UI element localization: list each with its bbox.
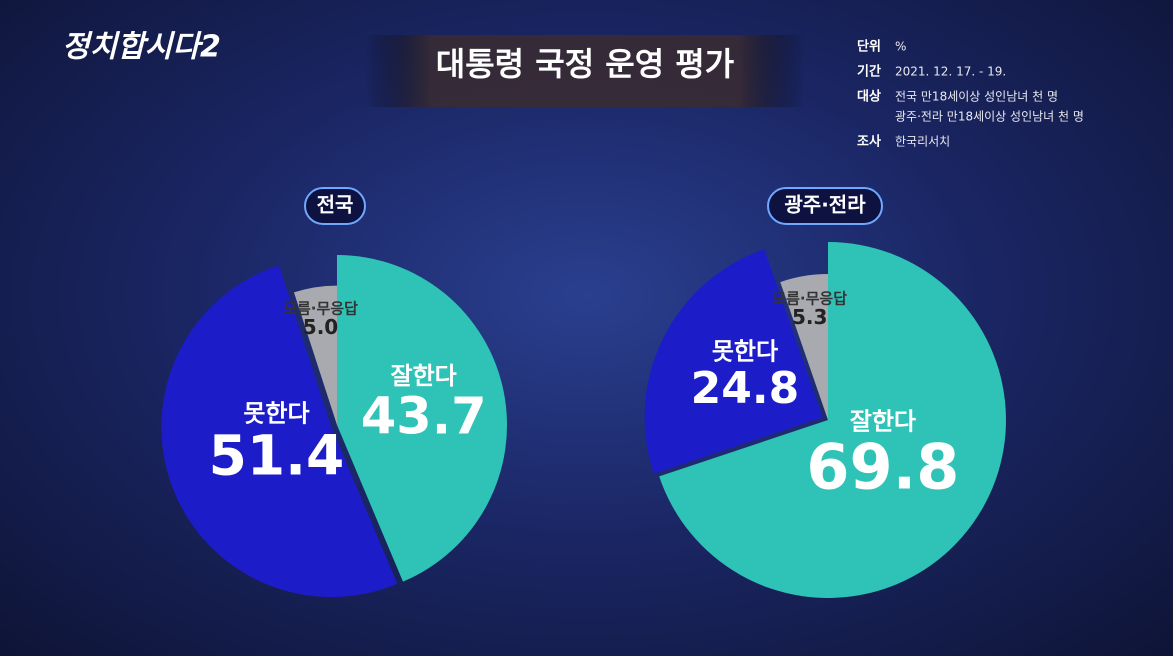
info-text: 광주·전라 만18세이상 성인남녀 천 명: [895, 109, 1084, 124]
pie-title-box: [767, 187, 883, 225]
logo: 정치합시다2: [62, 30, 221, 65]
pie-title-box: [304, 187, 366, 225]
info-label: 대상: [857, 90, 881, 105]
slice-label: 모름·무응답: [772, 290, 847, 308]
info-block: 단위 % 기간 2021. 12. 17. - 19. 대상 전국 만18세이상 성인남녀…: [857, 39, 1084, 150]
info-text: 한국리서치: [895, 135, 950, 149]
value-label: 51.4: [209, 424, 345, 488]
pie-title: 전국: [317, 193, 354, 217]
info-text: %: [895, 40, 906, 54]
value-label: 69.8: [806, 431, 959, 504]
slice-label: 못한다: [243, 400, 309, 428]
pie-slice: [780, 274, 828, 420]
pie-slice: [644, 249, 823, 474]
title-band: [365, 35, 805, 107]
value-label: 24.8: [691, 363, 800, 414]
title: 대통령 국정 운영 평가: [436, 45, 734, 83]
info-label: 기간: [857, 64, 881, 80]
info-text: 2021. 12. 17. - 19.: [895, 65, 1006, 79]
value-label: 5.0: [303, 315, 338, 339]
value-label: 43.7: [361, 387, 487, 446]
slice-label: 잘한다: [850, 407, 916, 435]
slice-label: 잘한다: [391, 362, 457, 390]
pie-slice: [337, 255, 508, 582]
value-label: 5.3: [792, 305, 827, 329]
info-label: 단위: [857, 39, 881, 55]
info-text: 전국 만18세이상 성인남녀 천 명: [895, 89, 1058, 104]
pie-slice: [293, 285, 337, 425]
slice-label: 모름·무응답: [283, 299, 358, 317]
info-label: 조사: [857, 134, 881, 150]
pie-title: 광주·전라: [784, 193, 866, 217]
slice-label: 못한다: [712, 338, 778, 366]
pie-slice: [161, 265, 398, 598]
pie-slice: [659, 242, 1007, 598]
